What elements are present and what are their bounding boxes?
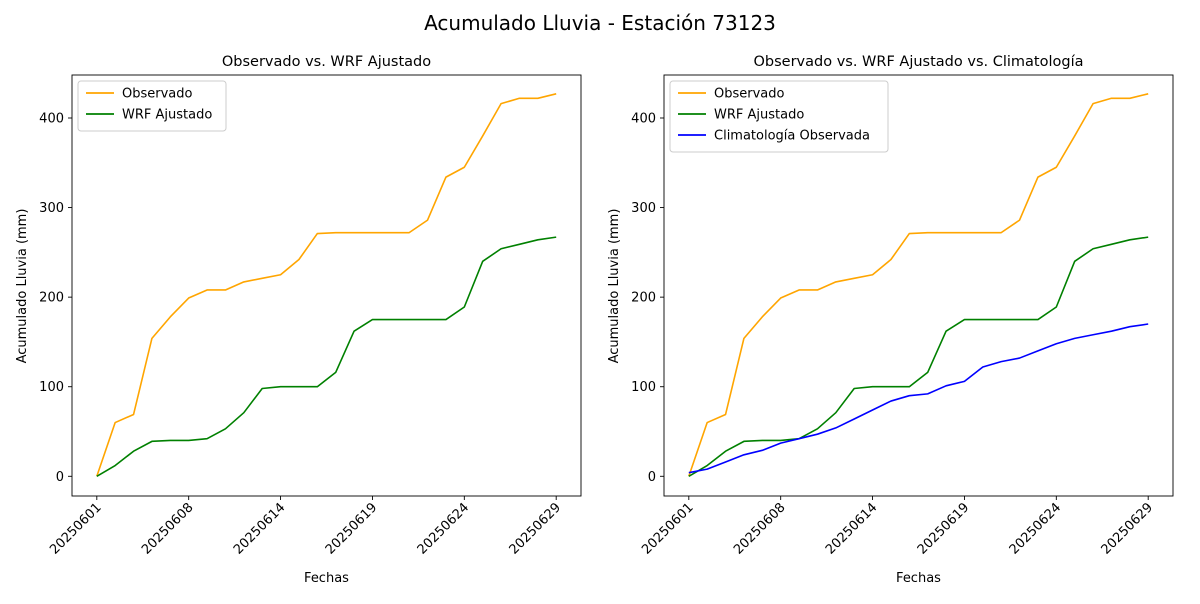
- chart-left: Observado vs. WRF Ajustado Fechas Acumul…: [15, 54, 582, 586]
- x-tick-label: 20250629: [507, 500, 564, 557]
- plot-frame: [663, 74, 1174, 497]
- legend-label: Climatología Observada: [714, 129, 870, 144]
- x-tick-label: 20250619: [323, 500, 380, 557]
- x-tick-label: 20250601: [639, 500, 696, 557]
- y-tick-label: 300: [631, 201, 656, 216]
- series-line-0: [96, 93, 557, 477]
- y-axis-label: Acumulado Lluvia (mm): [15, 209, 30, 364]
- y-tick-label: 200: [631, 291, 656, 306]
- series-line-0: [688, 93, 1149, 477]
- x-tick-label: 20250614: [823, 500, 880, 557]
- y-tick-label: 0: [56, 470, 64, 485]
- chart-title: Observado vs. WRF Ajustado vs. Climatolo…: [754, 54, 1084, 70]
- legend-label: WRF Ajustado: [714, 108, 804, 123]
- x-tick-label: 20250624: [415, 500, 472, 557]
- x-tick-label: 20250629: [1099, 500, 1156, 557]
- y-tick-label: 100: [39, 380, 64, 395]
- y-tick-label: 100: [631, 380, 656, 395]
- x-axis-label: Fechas: [896, 571, 941, 586]
- series-line-1: [96, 236, 557, 477]
- y-tick-label: 400: [631, 111, 656, 126]
- y-tick-label: 0: [648, 470, 656, 485]
- x-tick-label: 20250601: [47, 500, 104, 557]
- y-tick-label: 300: [39, 201, 64, 216]
- y-tick-label: 400: [39, 111, 64, 126]
- legend-label: Observado: [714, 87, 785, 102]
- y-tick-label: 200: [39, 291, 64, 306]
- x-tick-label: 20250614: [231, 500, 288, 557]
- x-axis-label: Fechas: [304, 571, 349, 586]
- legend-label: WRF Ajustado: [122, 108, 212, 123]
- y-axis-label: Acumulado Lluvia (mm): [607, 209, 622, 364]
- series-line-2: [688, 323, 1149, 474]
- series-line-1: [688, 236, 1149, 477]
- chart-title: Observado vs. WRF Ajustado: [222, 54, 431, 70]
- figure-suptitle: Acumulado Lluvia - Estación 73123: [424, 11, 776, 35]
- x-tick-label: 20250608: [139, 500, 196, 557]
- legend-box: [77, 80, 227, 132]
- plot-frame: [71, 74, 582, 497]
- x-tick-label: 20250608: [731, 500, 788, 557]
- legend-box: [669, 80, 889, 153]
- legend-label: Observado: [122, 87, 193, 102]
- x-tick-label: 20250619: [915, 500, 972, 557]
- x-tick-label: 20250624: [1007, 500, 1064, 557]
- chart-right: Observado vs. WRF Ajustado vs. Climatolo…: [607, 54, 1174, 586]
